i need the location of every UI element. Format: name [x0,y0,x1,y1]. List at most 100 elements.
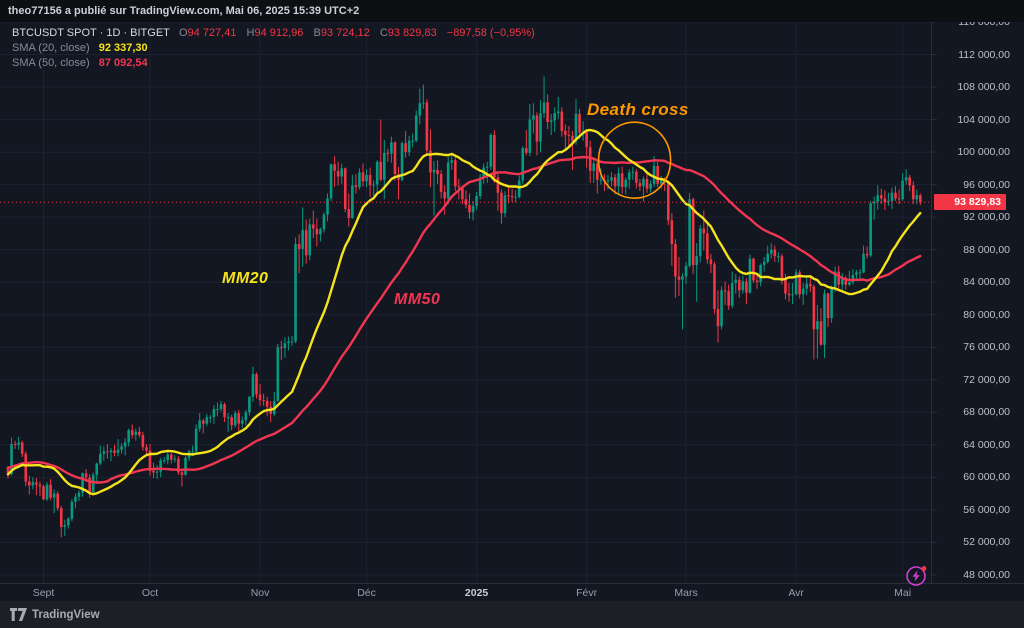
candle-body [471,205,475,213]
candle-body [851,274,855,283]
candle-body [219,404,223,410]
candle-body [567,135,571,137]
candle-body [620,173,624,188]
open-value: 94 727,41 [187,27,237,39]
candle-body [120,446,123,450]
candle-body [418,103,422,116]
candle-body [762,261,766,266]
attribution-link[interactable]: theo77156 a publié sur TradingView.com, … [8,5,360,17]
candle-body [738,279,741,291]
candle-body [386,152,390,154]
candle-body [464,199,468,205]
candle-body [443,191,446,199]
candle-body [379,161,383,180]
candle-body [521,148,525,181]
candle-body [706,233,709,260]
candle-body [791,294,794,296]
candle-body [70,501,74,519]
candle-body [507,195,510,197]
candle-body [624,179,627,188]
time-tick-label: Sept [32,587,55,599]
candle-body [31,482,35,486]
time-axis[interactable]: Sept Oct Nov Déc 2025 Févr Mars Avr Mai [0,584,1024,601]
candle-body [166,454,170,461]
candle-body [322,214,326,230]
price-tick-label: 84 000,00 [963,276,1010,289]
candle-body [627,172,631,180]
price-tick-label: 112 000,00 [958,48,1010,61]
candle-body [514,196,517,198]
candle-body [35,482,38,485]
candle-body [826,293,830,318]
candle-body [752,258,755,281]
legend-sma20-row[interactable]: SMA (20, close) 92 337,30 [12,41,542,55]
candle-body [91,474,95,492]
death-cross-circle [597,121,672,200]
candle-body [368,174,372,186]
candle-body [897,198,901,200]
candle-body [329,164,333,199]
candle-body [698,228,702,257]
tradingview-logo-icon[interactable] [10,608,27,621]
candle-body [102,451,106,454]
candle-body [461,187,464,200]
legend-symbol-row[interactable]: BTCUSDT SPOT · 1D · BITGET O94 727,41 H9… [12,26,542,40]
candle-body [833,271,837,288]
candle-body [106,451,109,453]
candle-body [404,143,407,153]
candle-body [769,249,773,254]
candle-body [635,171,638,183]
sma50-line [6,155,922,484]
candle-body [880,195,883,199]
last-price-badge: 93 829,83 [934,194,1006,211]
candle-body [539,113,542,142]
candle-body [130,430,134,436]
candle-body [599,179,603,181]
legend-symbol-title[interactable]: BTCUSDT SPOT · 1D · BITGET [12,27,170,39]
candle-body [578,113,581,133]
candle-body [333,164,336,171]
candle-body [42,486,45,500]
candle-body [869,203,872,256]
sma20-value: 92 337,30 [98,42,148,54]
candle-body [20,442,24,454]
candle-body [304,230,308,256]
candle-body [432,169,436,173]
candle-body [766,253,769,262]
candle-body [919,195,922,203]
candle-body [52,493,56,498]
boost-button[interactable] [904,562,930,588]
candle-body [56,493,59,509]
price-tick-label: 76 000,00 [963,341,1010,354]
legend-sma50-row[interactable]: SMA (50, close) 87 092,54 [12,56,542,70]
candle-body [723,290,727,292]
price-tick-label: 48 000,00 [963,568,1010,581]
candle-body [74,496,77,502]
candle-body [858,272,862,274]
time-tick-label: Mars [674,587,698,599]
tradingview-brand-text[interactable]: TradingView [32,608,100,621]
chart-legend: BTCUSDT SPOT · 1D · BITGET O94 727,41 H9… [12,26,542,71]
candle-body [134,431,138,436]
candle-body [659,179,663,184]
candle-body [287,341,290,344]
candle-body [13,443,17,445]
candle-body [809,283,812,287]
candle-body [510,196,514,198]
candle-body [375,161,379,185]
candle-body [535,115,539,142]
candle-body [251,374,255,397]
candle-body [383,152,386,180]
candle-body [184,457,187,475]
candle-body [255,374,258,395]
candle-body [876,195,880,202]
candle-body [862,253,865,273]
candle-body [915,195,919,200]
candle-body [801,288,805,295]
price-axis[interactable]: 93 829,83 116 000,00 112 000,00 108 000,00… [931,16,1024,583]
candle-body [198,420,201,429]
candle-body [81,473,84,493]
candle-body [230,417,233,426]
candle-body [233,413,237,426]
